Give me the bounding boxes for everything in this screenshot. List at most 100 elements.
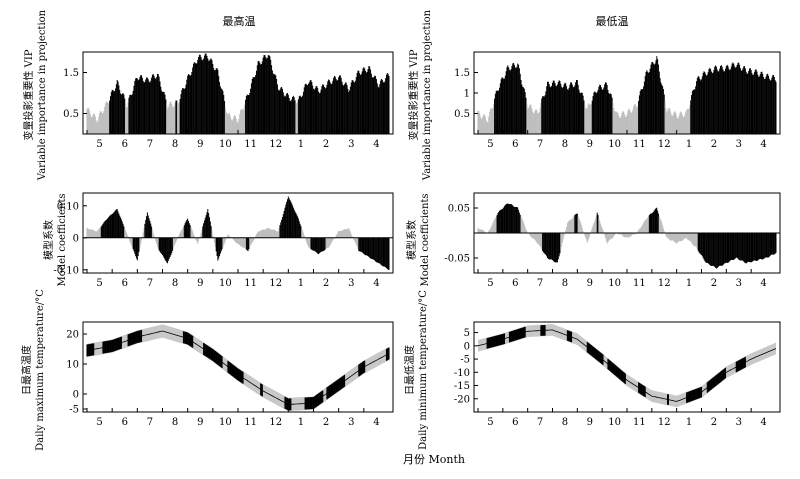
chart-panel-1: 0.51.55 6 7 8 9 10 11 12 1 2 3 4 (63, 51, 394, 150)
x-tick-label: 1 (298, 417, 304, 428)
column-title-max: 最高温 (223, 14, 256, 28)
x-tick-label: 6 (512, 278, 518, 289)
x-tick-label: 4 (760, 278, 766, 289)
row-label-tmax: 日最高温度 Daily maximum temperature/°C (20, 289, 46, 451)
x-tick-label: 6 (512, 417, 518, 428)
range-band (478, 324, 776, 408)
y-tick-label: 5 (464, 328, 470, 339)
x-tick-label: 4 (373, 417, 379, 428)
y-tick-label: 0 (73, 390, 79, 401)
row-label-tmax-en: Daily maximum temperature/°C (35, 289, 46, 451)
y-tick-label: 0 (73, 233, 79, 244)
row-label-vip-left: 变量投影重要性 VIP Variable importance in proje… (22, 9, 48, 181)
x-tick-label: 5 (96, 139, 102, 150)
y-tick-label: 0.10 (57, 201, 79, 212)
x-tick-label: 10 (608, 139, 621, 150)
x-tick-label: 12 (658, 278, 671, 289)
x-tick-label: 2 (711, 417, 717, 428)
x-tick-label: 1 (298, 139, 304, 150)
plot-area (86, 324, 390, 412)
y-tick-label: 0 (464, 341, 470, 352)
x-tick-label: 5 (96, 278, 102, 289)
x-tick-label: 6 (122, 278, 128, 289)
x-tick-label: 2 (323, 278, 329, 289)
y-tick-label: 0.5 (63, 109, 79, 120)
x-tick-label: 8 (562, 139, 568, 150)
x-tick-label: 3 (348, 139, 354, 150)
row-label-vip-right: 变量投影重要性 VIP Variable importance in proje… (407, 9, 433, 181)
y-tick-label: -5 (69, 405, 79, 416)
x-tick-label: 2 (711, 139, 717, 150)
y-tick-label: -10 (454, 368, 470, 379)
x-tick-label: 4 (373, 139, 379, 150)
plot-area (477, 203, 777, 269)
x-tick-label: 10 (219, 417, 232, 428)
x-tick-label: 6 (122, 139, 128, 150)
chart-panel-4: 0.05-0.055 6 7 8 9 10 11 12 1 2 3 4 (444, 192, 781, 289)
row-label-vip-cn: 变量投影重要性 VIP (22, 49, 35, 140)
chart-panel-6: 50-5-10-15-205 6 7 8 9 10 11 12 1 2 3 4 (454, 321, 781, 428)
x-tick-label: 9 (587, 278, 593, 289)
x-tick-label: 7 (537, 278, 543, 289)
panels: 0.51.55 6 7 8 9 10 11 12 1 2 3 40.511.55 6 7 8 9 10 11 12 1… (53, 51, 781, 428)
y-tick-label: -0.05 (444, 254, 470, 265)
row-label-vip-cn: 变量投影重要性 VIP (407, 49, 420, 140)
y-tick-label: 20 (66, 330, 79, 341)
x-tick-label: 11 (244, 417, 257, 428)
x-tick-label: 1 (686, 139, 692, 150)
plot-area (86, 53, 390, 134)
x-tick-label: 12 (658, 139, 671, 150)
x-tick-label: 3 (736, 278, 742, 289)
x-tick-label: 7 (147, 417, 153, 428)
x-tick-label: 4 (760, 417, 766, 428)
x-tick-label: 7 (147, 139, 153, 150)
x-tick-label: 10 (608, 278, 621, 289)
x-tick-label: 3 (348, 278, 354, 289)
x-tick-label: 5 (487, 139, 493, 150)
y-tick-label: 1.5 (454, 68, 470, 79)
y-tick-label: 0.05 (448, 204, 470, 215)
x-tick-label: 6 (122, 417, 128, 428)
x-tick-label: 5 (487, 417, 493, 428)
x-tick-label: 6 (512, 139, 518, 150)
row-label-coef-left: 模型系数 Model coefficients (42, 193, 68, 286)
x-tick-label: 12 (269, 139, 282, 150)
plot-area (477, 56, 777, 134)
x-tick-label: 7 (537, 417, 543, 428)
plot-area (477, 324, 777, 408)
row-label-coef-cn: 模型系数 (42, 220, 55, 260)
column-title-min: 最低温 (596, 15, 629, 28)
x-tick-label: 4 (760, 139, 766, 150)
y-tick-label: -5 (460, 355, 470, 366)
x-tick-label: 4 (373, 278, 379, 289)
chart-panel-2: 0.511.55 6 7 8 9 10 11 12 1 2 3 4 (454, 51, 781, 150)
x-tick-label: 12 (658, 417, 671, 428)
x-tick-label: 8 (562, 417, 568, 428)
x-tick-label: 1 (686, 417, 692, 428)
x-tick-label: 10 (608, 417, 621, 428)
x-tick-label: 8 (172, 139, 178, 150)
y-tick-label: 1 (464, 89, 470, 100)
mean-line (477, 329, 777, 402)
x-tick-label: 7 (147, 278, 153, 289)
chart-panel-3: 0.100-0.105 6 7 8 9 10 11 12 1 2 3 4 (53, 192, 394, 289)
x-tick-label: 1 (298, 278, 304, 289)
row-label-coef-en: Model coefficients (420, 193, 431, 286)
row-label-tmin: 日最低温度 Daily minimum temperature/°C (403, 290, 429, 450)
x-tick-label: 10 (219, 139, 232, 150)
x-tick-label: 11 (244, 139, 257, 150)
x-tick-label: 9 (197, 278, 203, 289)
x-tick-label: 3 (736, 417, 742, 428)
x-tick-label: 9 (587, 417, 593, 428)
x-tick-label: 5 (96, 417, 102, 428)
y-tick-label: 1.5 (63, 68, 79, 79)
x-tick-label: 11 (633, 278, 646, 289)
x-tick-label: 11 (244, 278, 257, 289)
x-tick-label: 12 (269, 417, 282, 428)
x-tick-label: 7 (537, 139, 543, 150)
row-label-tmax-cn: 日最高温度 (20, 345, 33, 395)
x-tick-label: 5 (487, 278, 493, 289)
y-tick-label: -0.10 (53, 265, 79, 276)
y-tick-label: -20 (454, 394, 470, 405)
